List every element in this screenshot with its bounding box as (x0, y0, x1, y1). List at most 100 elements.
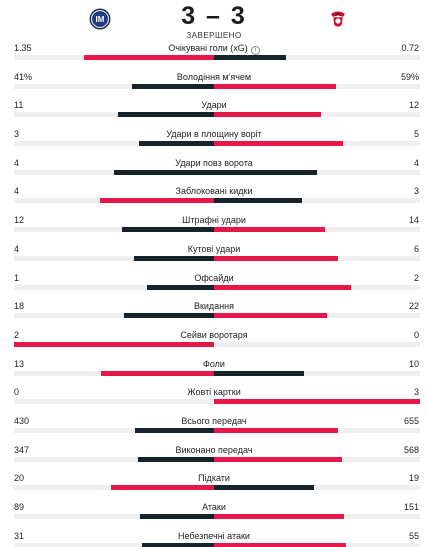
away-bar (214, 399, 420, 405)
match-score: 3 – 3 (181, 2, 247, 30)
home-bar (100, 370, 214, 376)
stat-row: 4 Удари повз ворота 4 (0, 155, 428, 184)
away-bar (214, 255, 338, 261)
inter-crest-icon[interactable]: IM (89, 8, 111, 30)
stat-label: Сейви воротаря (0, 330, 428, 341)
stat-label-text: Фоли (203, 358, 225, 369)
away-bar (214, 514, 344, 519)
stat-label-text: Штрафні удари (182, 215, 246, 226)
stat-row: 41% Володіння м'ячем 59% (0, 69, 428, 98)
home-value: 12 (14, 215, 25, 226)
away-bar (214, 542, 346, 547)
stat-label: Удари повз ворота (0, 158, 428, 169)
stat-row: 430 Всього передач 655 (0, 413, 428, 442)
away-bar-track (214, 313, 420, 319)
home-bar (114, 169, 214, 175)
stat-label: Удари (0, 100, 428, 111)
stat-row: 347 Виконано передач 568 (0, 442, 428, 471)
home-bar (14, 341, 214, 347)
home-value: 347 (14, 444, 30, 455)
home-value: 31 (14, 530, 25, 541)
stat-label: Володіння м'ячем (0, 72, 428, 83)
stat-label-text: Жовті картки (187, 387, 241, 398)
stat-label: Офсайди (0, 273, 428, 284)
away-value: 59% (400, 71, 419, 82)
away-bar-track (214, 542, 420, 547)
away-value: 0.72 (401, 43, 419, 53)
home-bar (118, 112, 214, 118)
away-value: 55 (408, 530, 419, 541)
home-bar (139, 141, 214, 147)
home-value: 4 (14, 157, 20, 168)
away-value: 22 (408, 301, 419, 312)
stat-label-text: Всього передач (181, 415, 247, 426)
stat-row: 13 Фоли 10 (0, 356, 428, 385)
home-value: 4 (14, 186, 20, 197)
away-bar (214, 456, 342, 462)
stat-label-text: Удари (201, 100, 227, 111)
away-value: 3 (413, 186, 419, 197)
stat-label: Жовті картки (0, 387, 428, 398)
stat-label: Штрафні удари (0, 215, 428, 226)
stat-row: 2 Сейви воротаря 0 (0, 327, 428, 356)
stat-label: Очікувані голи (xG) i (0, 43, 428, 55)
home-value: 0 (14, 387, 20, 398)
away-bar (214, 83, 336, 89)
away-bar (214, 198, 303, 204)
away-bar (214, 227, 325, 233)
away-bar-track (214, 341, 420, 347)
stat-label: Всього передач (0, 416, 428, 427)
home-value: 20 (14, 473, 25, 484)
stat-label-text: Заблоковані кидки (175, 186, 253, 197)
home-bar (138, 456, 214, 462)
svg-text:IM: IM (96, 15, 105, 24)
away-bar-track (214, 112, 420, 118)
stat-row: 11 Удари 12 (0, 97, 428, 126)
home-bar-track (14, 198, 214, 204)
away-bar (214, 370, 304, 376)
stat-row: 20 Підкати 19 (0, 470, 428, 499)
away-bar (214, 427, 339, 433)
stat-row: 0 Жовті картки 3 (0, 384, 428, 413)
home-value: 13 (14, 358, 25, 369)
match-status: ЗАВЕРШЕНО (186, 31, 242, 40)
stat-row: 4 Кутові удари 6 (0, 241, 428, 270)
away-value: 5 (413, 129, 419, 140)
stat-label-text: Очікувані голи (xG) (168, 43, 248, 53)
stat-label-text: Вкидання (193, 301, 235, 312)
stat-label-text: Сейви воротаря (180, 329, 248, 340)
home-bar-track (14, 485, 214, 491)
home-bar (134, 427, 214, 433)
away-bar (214, 313, 328, 319)
home-bar-track (14, 341, 214, 347)
home-value: 430 (14, 415, 30, 426)
away-bar-track (214, 141, 420, 147)
away-bar (214, 112, 322, 118)
away-bar-track (214, 55, 420, 60)
stat-label: Атаки (0, 502, 428, 513)
away-value: 6 (413, 243, 419, 254)
home-bar-track (14, 514, 214, 519)
away-bar (214, 169, 317, 175)
stat-label-text: Удари повз ворота (175, 157, 253, 168)
home-value: 41% (14, 71, 33, 82)
benfica-crest-icon[interactable] (327, 8, 349, 30)
home-value: 3 (14, 129, 20, 140)
stat-label-text: Атаки (202, 502, 226, 512)
away-value: 19 (408, 473, 419, 484)
stat-label: Небезпечні атаки (0, 531, 428, 542)
match-stats-list: 1.35 Очікувані голи (xG) i 0.72 41% Володіння… (0, 40, 428, 547)
stat-label-text: Підкати (198, 473, 230, 484)
stat-label: Кутові удари (0, 244, 428, 255)
home-value: 2 (14, 329, 20, 340)
stat-label: Вкидання (0, 301, 428, 312)
stat-label-text: Володіння м'ячем (176, 71, 252, 82)
home-bar (99, 198, 214, 204)
away-bar (214, 485, 315, 491)
home-bar-track (14, 141, 214, 147)
stat-label-text: Удари в площину воріт (166, 129, 262, 140)
home-bar-track (14, 399, 214, 405)
away-value: 0 (413, 329, 419, 340)
info-icon[interactable]: i (250, 46, 260, 55)
away-bar-track (214, 255, 420, 261)
